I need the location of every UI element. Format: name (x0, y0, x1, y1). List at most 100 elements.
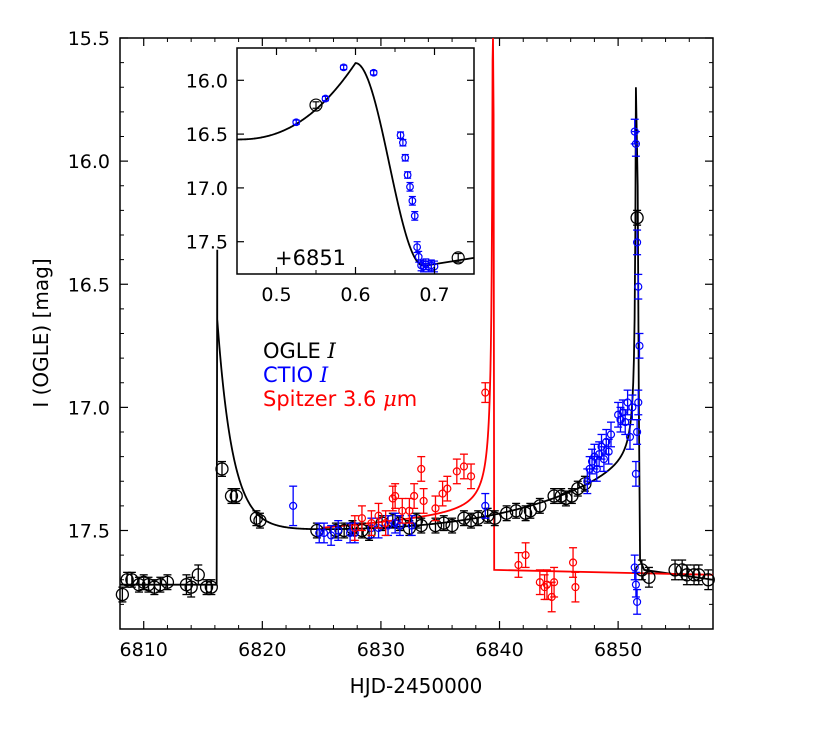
inset-series-ctio-i (292, 63, 439, 273)
inset-x-tick-label: 0.6 (340, 284, 370, 306)
inset-y-tick-label: 16.5 (186, 124, 228, 146)
data-point (642, 570, 656, 584)
data-point (289, 501, 298, 510)
data-point (215, 462, 229, 476)
data-point (628, 403, 637, 412)
x-tick-label: 6840 (475, 639, 523, 661)
y-axis-title: I (OGLE) [mag] (29, 258, 53, 407)
data-point (374, 511, 383, 520)
data-point (310, 523, 324, 538)
data-point (499, 506, 514, 520)
data-point (407, 521, 416, 530)
main-axis-ticks: 6810 6820 6830 6840 6850 15.5 16.0 16.5 17.0 17.5 (68, 28, 714, 661)
data-point (571, 481, 585, 496)
data-point (634, 398, 643, 407)
data-point (481, 388, 490, 397)
inset-y-tick-label: 17.5 (186, 232, 228, 254)
data-point (405, 506, 414, 515)
data-point (481, 509, 495, 523)
data-point (514, 560, 523, 570)
data-point (630, 563, 639, 572)
inset-data-point (309, 98, 323, 112)
inset-axis-ticks: 0.5 0.6 0.7 16.0 16.5 17.0 17.5 (186, 48, 475, 306)
data-point (535, 578, 544, 587)
inset-data-point (396, 131, 405, 140)
inset-data-point (406, 182, 414, 191)
data-point (253, 514, 267, 528)
series-spitzer-3-6-m (350, 382, 580, 613)
data-point (395, 521, 404, 530)
data-point (431, 504, 440, 513)
data-point (618, 408, 627, 417)
inset-plot: 0.5 0.6 0.7 16.0 16.5 17.0 17.5 +6851 (186, 47, 475, 306)
data-point (315, 528, 324, 538)
data-point (191, 568, 205, 582)
data-point (386, 514, 400, 528)
data-point (668, 563, 682, 577)
data-point (438, 489, 447, 498)
legend-entry-ctio: CTIO I (263, 363, 329, 387)
data-point (345, 528, 355, 538)
data-point (445, 518, 459, 533)
inset-x-tick-label: 0.7 (419, 284, 449, 306)
data-point (632, 427, 642, 437)
x-tick-label: 6820 (238, 639, 286, 661)
y-tick-label: 16.0 (68, 151, 110, 173)
data-point (452, 467, 461, 476)
data-point (549, 578, 559, 587)
data-point (632, 238, 642, 247)
data-point (391, 491, 400, 501)
inset-data-point (321, 94, 330, 103)
data-point (229, 489, 243, 503)
data-point (587, 457, 597, 466)
data-point (631, 469, 641, 478)
y-tick-label: 15.5 (68, 28, 110, 50)
legend-entry-ogle: OGLE I (263, 339, 336, 363)
data-point (362, 526, 376, 540)
data-point (687, 568, 701, 582)
data-point (606, 430, 616, 439)
data-point (199, 580, 214, 594)
data-point (621, 418, 630, 427)
data-point (419, 496, 428, 506)
data-point (599, 454, 608, 464)
data-point (630, 211, 644, 225)
data-point (578, 477, 592, 491)
data-point (701, 573, 715, 587)
inset-data-point (403, 171, 412, 179)
inset-series-ogle-i (309, 98, 465, 265)
data-point (388, 494, 397, 503)
data-point (571, 583, 580, 592)
data-point (224, 489, 239, 503)
series-ctio-i (289, 118, 644, 615)
legend-italic-ogle: I (326, 339, 336, 363)
y-tick-label: 16.5 (68, 274, 110, 296)
data-point (381, 519, 390, 528)
y-tick-label: 17.5 (68, 521, 110, 543)
legend-label-ctio: CTIO (263, 363, 313, 387)
data-point (443, 484, 452, 493)
data-point (464, 514, 478, 528)
data-point (521, 551, 530, 560)
x-axis-title: HJD-2450000 (350, 674, 483, 698)
x-tick-label: 6850 (594, 639, 642, 661)
data-point (409, 514, 424, 528)
legend-italic-ctio: I (319, 363, 329, 387)
y-tick-label: 17.0 (68, 397, 110, 419)
data-point (604, 447, 613, 456)
data-point (634, 282, 643, 291)
data-point (540, 583, 549, 592)
data-point (466, 472, 476, 481)
series-ogle-i (115, 209, 715, 603)
inset-data-point (408, 196, 417, 205)
x-tick-label: 6830 (357, 639, 405, 661)
inset-frame (236, 47, 475, 275)
inset-data-point (339, 63, 348, 72)
inset-data-point (401, 153, 410, 162)
inset-data-point (399, 138, 407, 147)
data-point (357, 514, 367, 523)
data-point (459, 462, 469, 471)
data-point (417, 464, 426, 474)
legend-suffix-spitzer: m (397, 387, 417, 411)
data-point (632, 597, 642, 607)
